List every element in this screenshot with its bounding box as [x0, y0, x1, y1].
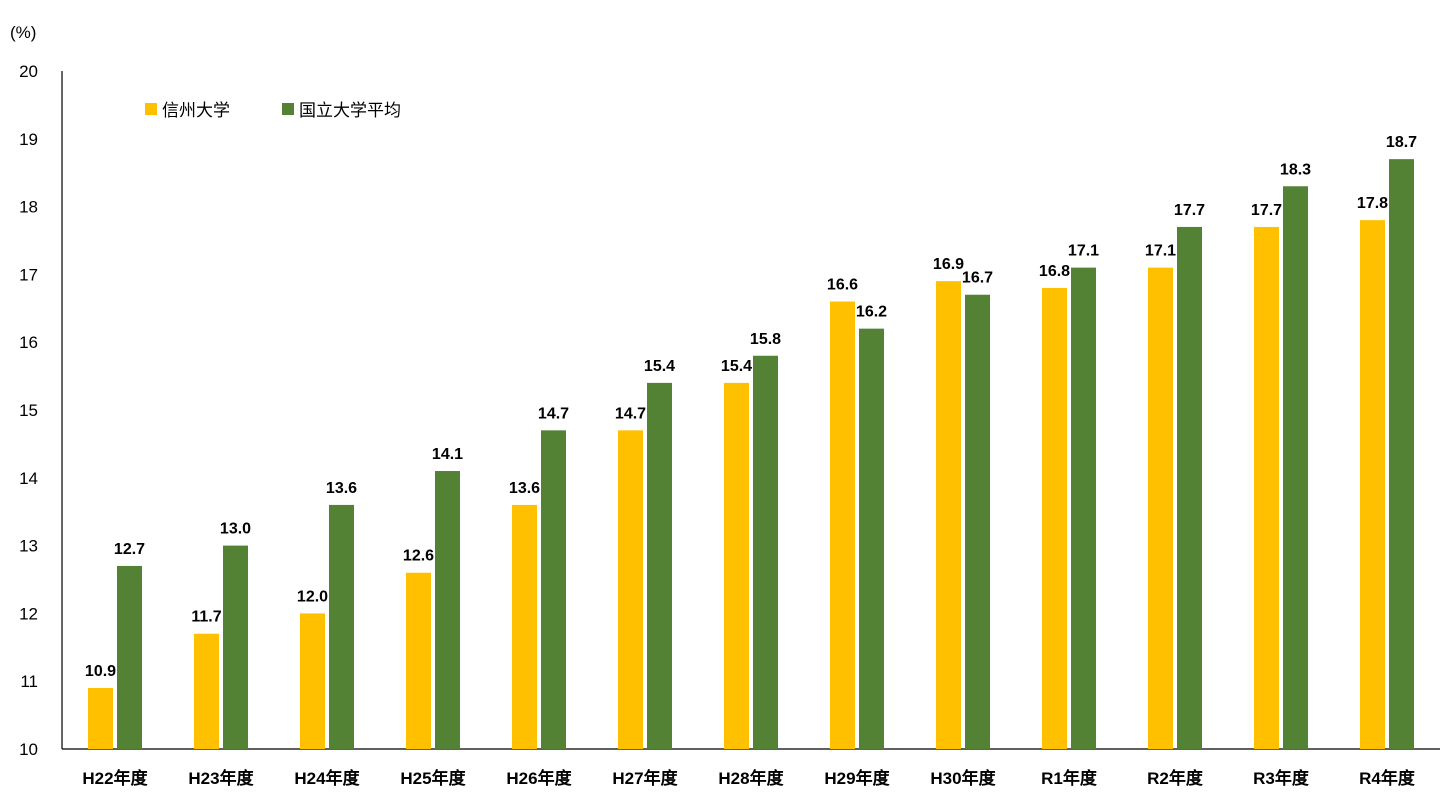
legend-item-1[interactable]: 国立大学平均 — [282, 101, 401, 121]
bar-national-avg — [329, 504, 354, 749]
y-tick-label: 19 — [19, 130, 38, 149]
y-tick-label: 17 — [19, 265, 38, 284]
data-label: 16.8 — [1039, 263, 1070, 280]
bar-shinshu — [88, 687, 113, 749]
y-tick-label: 10 — [19, 740, 38, 759]
y-tick-label: 15 — [19, 401, 38, 420]
x-tick-label: H30年度 — [930, 768, 996, 788]
data-label: 12.6 — [403, 548, 434, 565]
data-label: 14.1 — [432, 446, 463, 463]
data-label: 13.6 — [326, 480, 357, 497]
x-tick-label: H25年度 — [400, 768, 466, 788]
bar-shinshu — [1360, 220, 1385, 749]
bar-shinshu — [724, 382, 749, 749]
bar-shinshu — [194, 633, 219, 749]
y-tick-label: 16 — [19, 333, 38, 352]
bar-national-avg — [117, 565, 142, 749]
bar-shinshu — [936, 281, 961, 749]
bar-shinshu — [618, 430, 643, 749]
data-label: 13.6 — [509, 480, 540, 497]
bar-national-avg — [1283, 186, 1308, 749]
bar-shinshu — [1042, 287, 1067, 749]
y-tick-label: 18 — [19, 198, 38, 217]
bar-shinshu — [512, 504, 537, 749]
data-label: 11.7 — [191, 609, 221, 626]
data-label: 16.9 — [933, 256, 964, 273]
data-label: 16.7 — [962, 270, 993, 287]
legend: 信州大学 国立大学平均 — [145, 101, 401, 121]
y-unit-label: (%) — [10, 23, 36, 42]
data-label: 14.7 — [538, 405, 569, 422]
x-tick-label: H28年度 — [718, 768, 784, 788]
bar-national-avg — [435, 471, 460, 749]
bar-shinshu — [300, 613, 325, 749]
bar-shinshu — [1148, 267, 1173, 749]
legend-label-1: 国立大学平均 — [299, 101, 401, 121]
x-tick-label: H29年度 — [824, 768, 890, 788]
data-label: 10.9 — [85, 663, 116, 680]
data-label: 12.7 — [114, 541, 145, 558]
bar-national-avg — [1389, 159, 1414, 749]
x-tick-label: R3年度 — [1253, 768, 1310, 788]
data-label: 14.7 — [615, 405, 646, 422]
data-label: 17.7 — [1251, 202, 1282, 219]
data-label: 13.0 — [220, 521, 251, 538]
data-label: 12.0 — [297, 588, 328, 605]
bar-national-avg — [859, 328, 884, 749]
data-label: 18.3 — [1280, 161, 1311, 178]
bar-shinshu — [1254, 226, 1279, 749]
data-label: 15.4 — [644, 358, 675, 375]
y-tick-label: 12 — [19, 604, 38, 623]
x-tick-label: R4年度 — [1359, 768, 1416, 788]
x-tick-label: R2年度 — [1147, 768, 1204, 788]
legend-swatch-1 — [282, 103, 294, 115]
data-label: 15.4 — [721, 358, 752, 375]
x-tick-label: H27年度 — [612, 768, 678, 788]
y-tick-label: 20 — [19, 62, 38, 81]
data-label: 15.8 — [750, 331, 781, 348]
bar-national-avg — [1071, 267, 1096, 749]
y-tick-label: 13 — [19, 537, 38, 556]
data-label: 18.7 — [1386, 134, 1417, 151]
x-tick-label: H26年度 — [506, 768, 572, 788]
data-label: 17.8 — [1357, 195, 1388, 212]
bar-shinshu — [406, 572, 431, 749]
bars — [88, 159, 1414, 749]
legend-label-0: 信州大学 — [162, 101, 230, 121]
bar-national-avg — [753, 355, 778, 749]
x-tick-label: H24年度 — [294, 768, 360, 788]
data-label: 17.1 — [1145, 243, 1176, 260]
legend-swatch-0 — [145, 103, 157, 115]
axes: 10 11 12 13 14 15 16 17 18 19 20 H22年度 H23年度 H24年度 H25… — [19, 62, 1440, 788]
data-label: 17.1 — [1068, 243, 1099, 260]
x-tick-label: H23年度 — [188, 768, 254, 788]
bar-national-avg — [647, 382, 672, 749]
bar-national-avg — [541, 430, 566, 749]
data-label: 16.2 — [856, 304, 887, 321]
data-labels: 10.9 12.7 11.7 13.0 12.0 13.6 12.6 14.1 13.6 14.7… — [85, 134, 1417, 680]
bar-national-avg — [965, 294, 990, 749]
y-tick-label: 14 — [19, 469, 38, 488]
bar-shinshu — [830, 301, 855, 749]
y-tick-label: 11 — [20, 672, 38, 691]
bar-national-avg — [1177, 226, 1202, 749]
bar-national-avg — [223, 545, 248, 749]
data-label: 17.7 — [1174, 202, 1205, 219]
x-tick-label: H22年度 — [82, 768, 148, 788]
x-tick-label: R1年度 — [1041, 768, 1098, 788]
data-label: 16.6 — [827, 277, 858, 294]
legend-item-0[interactable]: 信州大学 — [145, 101, 230, 121]
